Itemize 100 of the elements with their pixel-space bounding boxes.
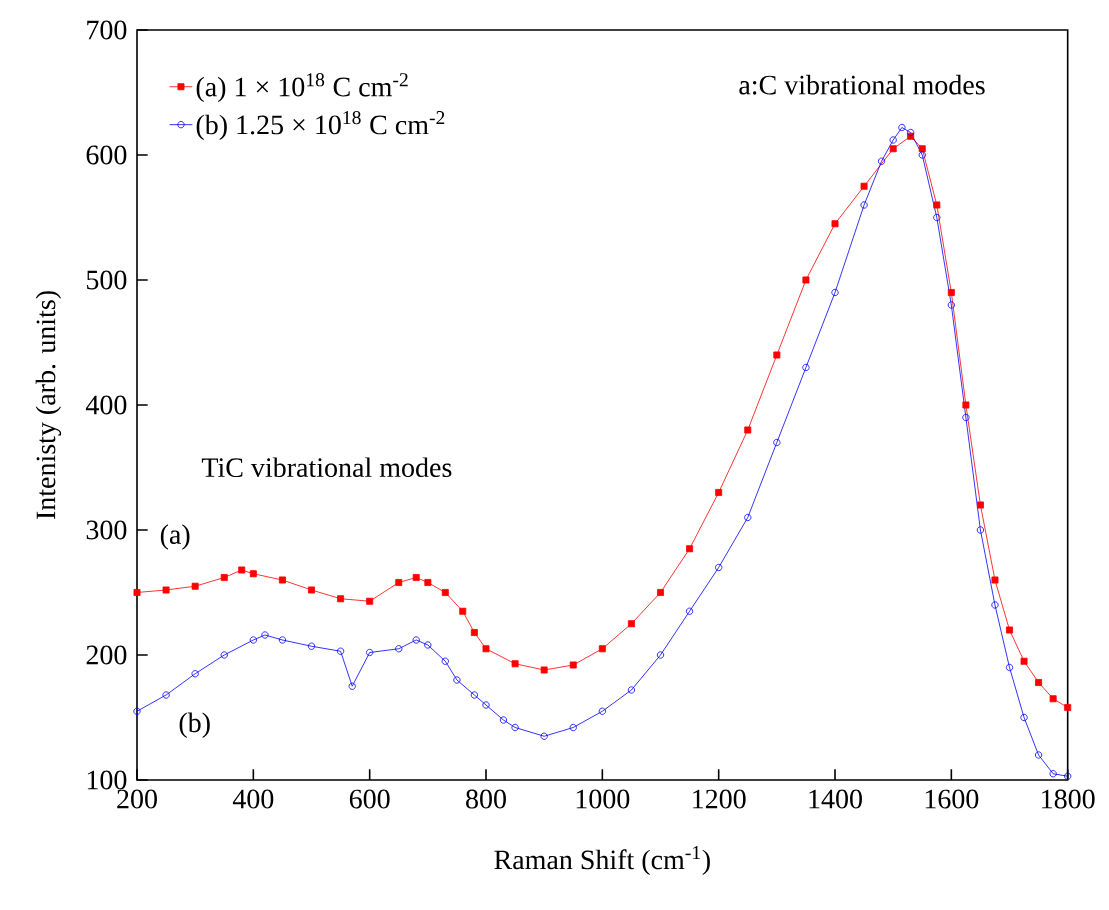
y-tick-label: 400 — [85, 395, 127, 415]
annotation: (b) — [179, 712, 210, 738]
point — [744, 513, 752, 522]
point — [569, 723, 577, 732]
point — [1006, 626, 1013, 634]
point — [482, 701, 490, 709]
point — [220, 651, 228, 659]
x-tick-label: 1800 — [1042, 789, 1095, 809]
point — [860, 182, 868, 190]
point — [1064, 704, 1072, 711]
point — [412, 574, 420, 581]
point — [133, 707, 141, 715]
point — [1020, 713, 1028, 722]
x-tick-label: 200 — [117, 789, 157, 809]
point — [249, 570, 257, 578]
point — [802, 363, 810, 372]
point — [685, 607, 694, 615]
y-tick-label: 500 — [87, 270, 127, 290]
point — [991, 601, 999, 609]
x-axis-title: Raman Shift (cm$^{-1}$) — [494, 846, 710, 876]
point — [441, 589, 449, 596]
point — [744, 426, 752, 434]
point — [441, 657, 449, 665]
point — [686, 545, 694, 553]
point — [336, 647, 345, 655]
point — [424, 579, 432, 586]
y-tick-label: 100 — [87, 770, 127, 790]
point — [366, 648, 374, 657]
point — [499, 716, 508, 724]
point — [947, 289, 955, 296]
point — [453, 676, 461, 684]
legend-label: (a) 1 × 10$^{18}$ C cm$^{-2}$ — [196, 73, 408, 103]
annotation: a:C vibrational modes — [739, 74, 985, 95]
point — [656, 651, 665, 659]
point — [337, 595, 345, 603]
point — [831, 288, 839, 297]
point — [470, 691, 478, 699]
point — [715, 489, 723, 496]
point — [831, 220, 839, 228]
legend-label: (b) 1.25 × 10$^{18}$ C cm$^{-2}$ — [196, 111, 445, 141]
annotation: (a) — [160, 524, 190, 550]
point — [598, 645, 606, 653]
point — [991, 576, 999, 584]
y-tick-label: 300 — [86, 520, 127, 540]
point — [1064, 772, 1072, 780]
x-tick-label: 1200 — [693, 789, 746, 809]
point — [191, 582, 199, 590]
point — [482, 645, 490, 653]
x-tick-label: 1000 — [576, 789, 630, 809]
point — [860, 201, 868, 209]
point — [278, 636, 287, 644]
point — [162, 586, 170, 594]
point — [773, 438, 781, 447]
point — [133, 589, 141, 596]
point — [238, 566, 246, 574]
point — [540, 732, 548, 740]
point — [918, 151, 926, 159]
point — [715, 563, 723, 572]
point — [1035, 751, 1043, 759]
point — [395, 645, 403, 653]
x-tick-label: 1400 — [809, 789, 862, 809]
point — [962, 401, 970, 409]
point — [366, 597, 374, 605]
point — [889, 145, 897, 153]
point — [569, 661, 577, 669]
point — [802, 276, 810, 284]
point — [1035, 679, 1043, 686]
point — [191, 670, 199, 678]
point — [307, 642, 316, 650]
point — [657, 589, 664, 596]
y-axis-title: Intenisty (arb. units) — [35, 291, 62, 520]
point — [220, 574, 228, 581]
point — [412, 636, 420, 644]
point — [627, 620, 635, 628]
y-tick-label: 600 — [86, 145, 127, 165]
y-tick-label: 200 — [86, 645, 127, 665]
point — [459, 607, 467, 615]
point — [898, 123, 906, 132]
point — [598, 707, 606, 715]
point — [1005, 663, 1014, 672]
point — [907, 128, 915, 137]
point — [627, 686, 636, 694]
point — [933, 201, 941, 209]
point — [773, 351, 781, 359]
point — [249, 636, 257, 644]
point — [470, 629, 478, 636]
point — [162, 691, 170, 699]
point — [1049, 770, 1057, 778]
point — [511, 660, 519, 668]
point — [308, 586, 315, 594]
point — [511, 723, 519, 732]
annotation: TiC vibrational modes — [201, 457, 452, 478]
point — [424, 641, 432, 649]
point — [1020, 657, 1028, 665]
point — [348, 682, 356, 690]
point — [918, 145, 926, 153]
point — [395, 579, 403, 586]
point — [962, 413, 970, 422]
x-tick-label: 600 — [349, 789, 390, 809]
point — [540, 666, 548, 674]
